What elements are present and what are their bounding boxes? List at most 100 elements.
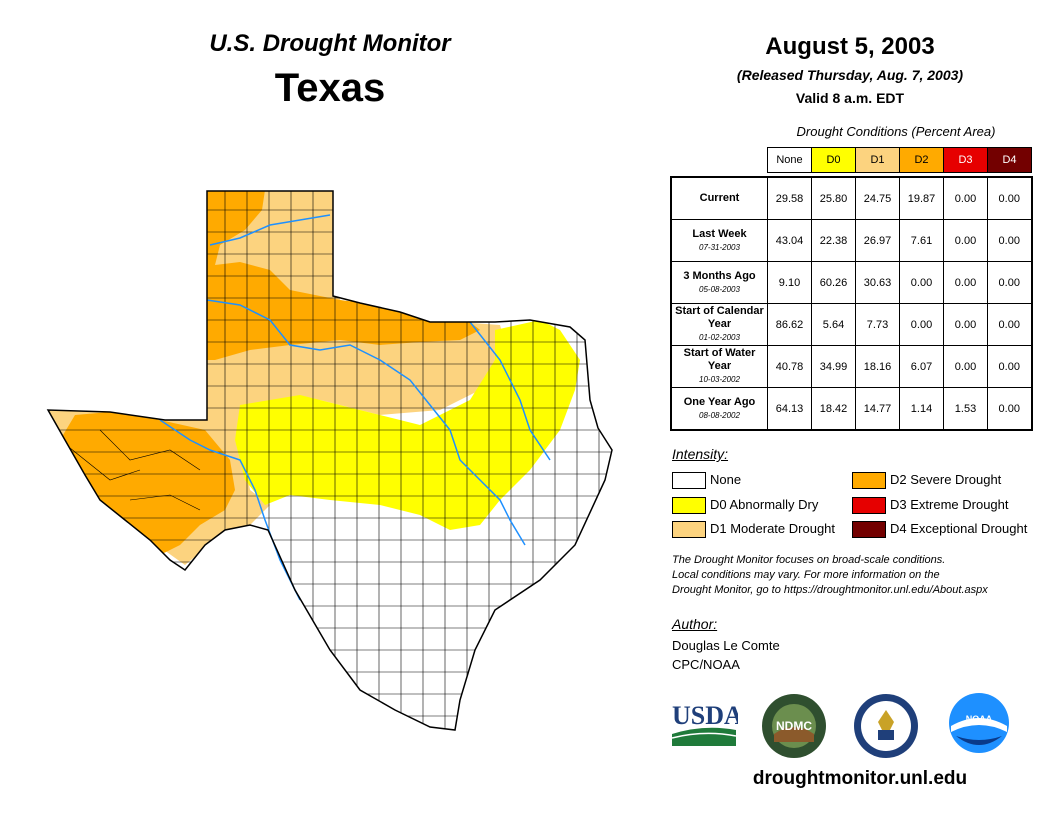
table-cell: 40.78	[767, 345, 812, 388]
table-row: One Year Ago 08-08-2002 64.13 18.42 14.77 1.1…	[670, 387, 1032, 431]
table-cell: 7.61	[899, 219, 944, 262]
row-label: Start of Water Year 10-03-2002	[670, 345, 768, 388]
monitor-title: U.S. Drought Monitor	[209, 30, 451, 57]
legend-label: D4 Exceptional Drought	[890, 521, 1028, 536]
d2-region-west	[60, 412, 235, 555]
legend-swatch	[852, 497, 886, 514]
table-corner	[671, 148, 768, 173]
legend-swatch	[852, 521, 886, 538]
row-date: 10-03-2002	[699, 375, 740, 384]
d2-region-north	[200, 191, 480, 360]
table-cell: 24.75	[855, 176, 900, 220]
legend-label: D0 Abnormally Dry	[710, 497, 819, 512]
table-cell: 64.13	[767, 387, 812, 431]
col-header-d4: D4	[987, 147, 1032, 173]
row-label-text: Current	[699, 192, 740, 204]
usda-logo: USDA	[671, 701, 738, 746]
legend-label: D1 Moderate Drought	[710, 521, 836, 536]
legend-swatch	[672, 521, 706, 538]
table-cell: 0.00	[943, 261, 988, 304]
table-cell: 22.38	[811, 219, 856, 262]
table-cell: 9.10	[767, 261, 812, 304]
noaa-logo: NOAA	[949, 693, 1009, 753]
author-name: Douglas Le Comte	[672, 638, 780, 653]
note-line: The Drought Monitor focuses on broad-sca…	[672, 554, 946, 566]
table-row: 3 Months Ago 05-08-2003 9.10 60.26 30.63 0.00…	[670, 261, 1032, 304]
table-cell: 0.00	[943, 303, 988, 346]
row-label: Start of Calendar Year 01-02-2003	[670, 303, 768, 346]
table-cell: 18.16	[855, 345, 900, 388]
row-date: 05-08-2003	[699, 284, 740, 294]
table-cell: 43.04	[767, 219, 812, 262]
footer-url[interactable]: droughtmonitor.unl.edu	[752, 768, 968, 789]
row-label-text: 3 Months Ago	[683, 269, 756, 282]
row-label-text: One Year Ago	[683, 395, 756, 408]
author-label: Author:	[672, 616, 718, 632]
state-title: Texas	[274, 66, 386, 110]
author-org: CPC/NOAA	[672, 657, 740, 672]
table-cell: 0.00	[987, 303, 1032, 346]
legend-label: None	[710, 472, 742, 487]
table-cell: 34.99	[811, 345, 856, 388]
texas-drought-map	[46, 190, 613, 731]
row-label-text: Last Week	[692, 227, 747, 240]
row-label: 3 Months Ago 05-08-2003	[670, 261, 768, 304]
col-header-d3: D3	[943, 147, 988, 173]
ndmc-logo: NDMC	[762, 694, 826, 758]
row-label: Last Week 07-31-2003	[670, 219, 768, 262]
map-date: August 5, 2003	[765, 33, 935, 60]
col-header-none: None	[767, 147, 812, 173]
table-cell: 0.00	[899, 261, 944, 304]
table-caption: Drought Conditions (Percent Area)	[796, 124, 996, 139]
d0-region	[235, 320, 580, 530]
valid-time: Valid 8 a.m. EDT	[795, 90, 905, 106]
table-cell: 5.64	[811, 303, 856, 346]
table-cell: 60.26	[811, 261, 856, 304]
row-date: 01-02-2003	[699, 333, 740, 342]
row-label-text: Start of Calendar Year	[675, 305, 764, 330]
note-text: The Drought Monitor focuses on broad-sca…	[672, 553, 1047, 598]
commerce-seal-logo	[854, 694, 918, 758]
table-cell: 0.00	[943, 219, 988, 262]
col-header-d2: D2	[899, 147, 944, 173]
note-line: Drought Monitor, go to https://droughtmo…	[672, 584, 988, 596]
table-cell: 25.80	[811, 176, 856, 220]
usda-text: USDA	[672, 701, 738, 730]
table-cell: 0.00	[987, 219, 1032, 262]
table-cell: 6.07	[899, 345, 944, 388]
row-date: 08-08-2002	[699, 410, 740, 420]
col-header-d1: D1	[855, 147, 900, 173]
legend-label: D3 Extreme Drought	[890, 497, 1009, 512]
table-row: Current 29.58 25.80 24.75 19.87 0.00 0.00	[670, 176, 1032, 220]
legend-title: Intensity:	[672, 446, 729, 462]
noaa-text: NOAA	[966, 714, 993, 724]
table-cell: 0.00	[987, 387, 1032, 431]
row-label: One Year Ago 08-08-2002	[670, 387, 768, 431]
table-cell: 1.14	[899, 387, 944, 431]
table-cell: 14.77	[855, 387, 900, 431]
table-row: Start of Calendar Year 01-02-2003 86.62 5.6…	[670, 303, 1032, 346]
legend-swatch	[672, 472, 706, 489]
table-cell: 19.87	[899, 176, 944, 220]
col-header-d0: D0	[811, 147, 856, 173]
table-cell: 1.53	[943, 387, 988, 431]
table-cell: 7.73	[855, 303, 900, 346]
table-cell: 18.42	[811, 387, 856, 431]
drought-conditions-table: None D0 D1 D2 D3 D4 Current 29.58 25.80 24.…	[670, 147, 1033, 431]
table-cell: 0.00	[987, 261, 1032, 304]
release-date: (Released Thursday, Aug. 7, 2003)	[736, 67, 964, 83]
row-label: Current	[670, 176, 768, 220]
table-row: Start of Water Year 10-03-2002 40.78 34.99 1…	[670, 345, 1032, 388]
note-line: Local conditions may vary. For more info…	[672, 569, 940, 581]
legend-label: D2 Severe Drought	[890, 472, 1002, 487]
row-label-text: Start of Water Year	[683, 347, 756, 372]
table-cell: 0.00	[943, 176, 988, 220]
table-cell: 26.97	[855, 219, 900, 262]
table-cell: 30.63	[855, 261, 900, 304]
table-cell: 0.00	[899, 303, 944, 346]
table-cell: 29.58	[767, 176, 812, 220]
table-cell: 86.62	[767, 303, 812, 346]
ndmc-text: NDMC	[776, 719, 812, 733]
legend-swatch	[852, 472, 886, 489]
table-row: Last Week 07-31-2003 43.04 22.38 26.97 7.61 0.…	[670, 219, 1032, 262]
